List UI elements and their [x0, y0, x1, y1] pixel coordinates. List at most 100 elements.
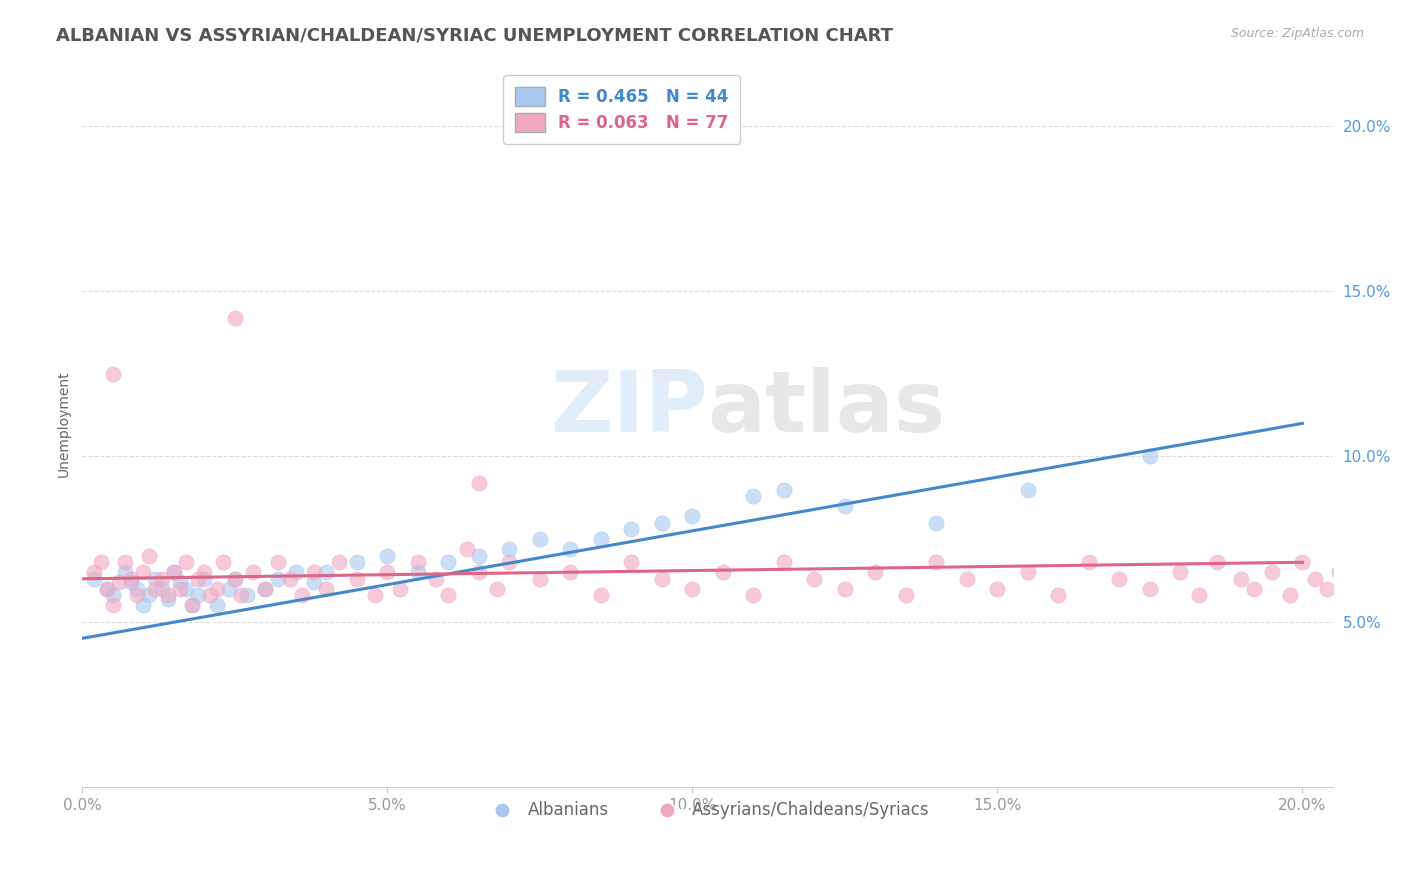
Point	[138, 588, 160, 602]
Point	[529, 532, 551, 546]
Point	[1316, 582, 1339, 596]
Point	[834, 499, 856, 513]
Point	[1188, 588, 1211, 602]
Point	[956, 572, 979, 586]
Text: atlas: atlas	[707, 368, 946, 450]
Point	[1327, 565, 1350, 579]
Point	[218, 582, 240, 596]
Point	[242, 565, 264, 579]
Point	[120, 572, 142, 586]
Point	[315, 582, 337, 596]
Point	[187, 572, 209, 586]
Point	[1047, 588, 1070, 602]
Point	[742, 588, 765, 602]
Point	[101, 588, 124, 602]
Point	[437, 555, 460, 569]
Point	[174, 582, 197, 596]
Text: ALBANIAN VS ASSYRIAN/CHALDEAN/SYRIAC UNEMPLOYMENT CORRELATION CHART: ALBANIAN VS ASSYRIAN/CHALDEAN/SYRIAC UNE…	[56, 27, 893, 45]
Point	[865, 565, 887, 579]
Text: Source: ZipAtlas.com: Source: ZipAtlas.com	[1230, 27, 1364, 40]
Point	[200, 588, 222, 602]
Point	[925, 516, 948, 530]
Point	[83, 565, 105, 579]
Point	[1139, 582, 1161, 596]
Point	[315, 565, 337, 579]
Point	[1017, 483, 1039, 497]
Point	[560, 565, 582, 579]
Point	[1353, 588, 1375, 602]
Point	[346, 555, 368, 569]
Point	[388, 582, 411, 596]
Y-axis label: Unemployment: Unemployment	[58, 370, 72, 476]
Point	[1017, 565, 1039, 579]
Point	[120, 575, 142, 590]
Point	[150, 572, 173, 586]
Point	[681, 582, 703, 596]
Point	[90, 555, 112, 569]
Point	[266, 572, 288, 586]
Point	[291, 588, 314, 602]
Legend: Albanians, Assyrians/Chaldeans/Syriacs: Albanians, Assyrians/Chaldeans/Syriacs	[479, 795, 936, 826]
Point	[1108, 572, 1130, 586]
Point	[406, 565, 429, 579]
Point	[589, 532, 612, 546]
Point	[278, 572, 301, 586]
Point	[1261, 565, 1284, 579]
Point	[205, 599, 228, 613]
Point	[302, 565, 325, 579]
Point	[986, 582, 1008, 596]
Point	[1139, 450, 1161, 464]
Point	[620, 522, 643, 536]
Point	[181, 599, 204, 613]
Point	[211, 555, 233, 569]
Point	[114, 555, 136, 569]
Point	[193, 572, 215, 586]
Point	[163, 565, 186, 579]
Point	[1170, 565, 1192, 579]
Point	[229, 588, 252, 602]
Point	[83, 572, 105, 586]
Point	[187, 588, 209, 602]
Point	[236, 588, 259, 602]
Point	[894, 588, 917, 602]
Point	[96, 582, 118, 596]
Point	[138, 549, 160, 563]
Point	[205, 582, 228, 596]
Point	[132, 565, 155, 579]
Point	[156, 591, 179, 606]
Point	[127, 588, 149, 602]
Point	[156, 588, 179, 602]
Point	[468, 475, 491, 490]
Point	[224, 310, 246, 325]
Point	[1303, 572, 1326, 586]
Point	[1206, 555, 1229, 569]
Point	[127, 582, 149, 596]
Point	[375, 549, 398, 563]
Point	[346, 572, 368, 586]
Point	[145, 582, 167, 596]
Point	[1279, 588, 1302, 602]
Point	[529, 572, 551, 586]
Point	[437, 588, 460, 602]
Point	[254, 582, 277, 596]
Point	[834, 582, 856, 596]
Point	[773, 555, 796, 569]
Point	[181, 599, 204, 613]
Point	[169, 575, 191, 590]
Point	[651, 516, 673, 530]
Point	[1291, 555, 1313, 569]
Point	[375, 565, 398, 579]
Point	[425, 572, 447, 586]
Point	[150, 582, 173, 596]
Point	[114, 565, 136, 579]
Point	[486, 582, 509, 596]
Point	[193, 565, 215, 579]
Point	[773, 483, 796, 497]
Point	[742, 489, 765, 503]
Point	[1077, 555, 1099, 569]
Point	[925, 555, 948, 569]
Point	[302, 575, 325, 590]
Point	[266, 555, 288, 569]
Point	[1382, 572, 1405, 586]
Point	[108, 575, 131, 590]
